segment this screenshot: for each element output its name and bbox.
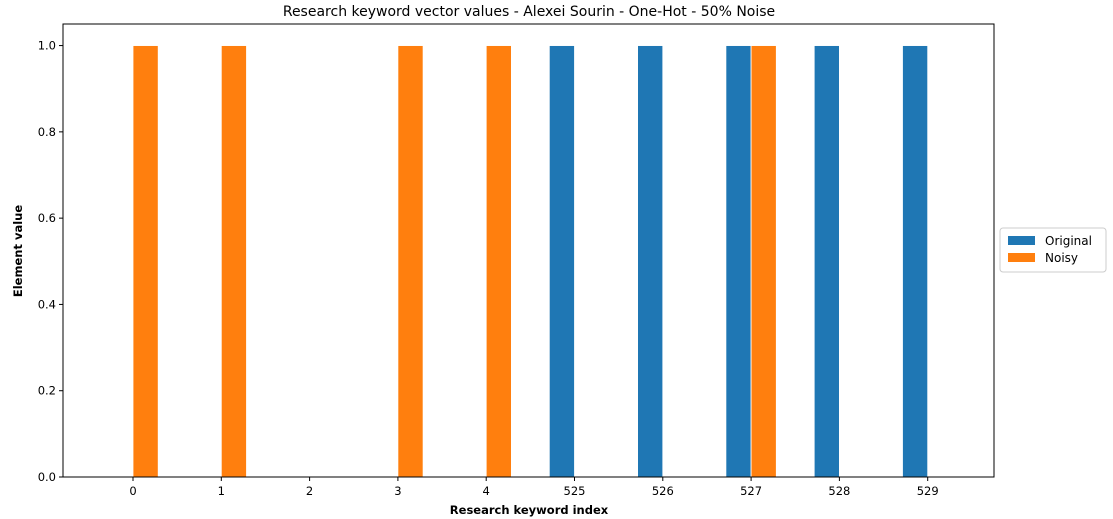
bar-original-525	[548, 45, 575, 478]
bar-noisy-527	[750, 45, 777, 478]
legend: Original Noisy	[999, 227, 1107, 273]
x-tick-label: 1	[218, 484, 225, 498]
x-tick-label: 525	[564, 484, 586, 498]
legend-swatch-noisy	[1008, 253, 1035, 262]
bar-original-526	[637, 45, 664, 478]
bar-original-527	[725, 45, 752, 478]
y-axis-label: Element value	[11, 205, 25, 297]
y-tick-label: 0.2	[38, 384, 56, 398]
y-tick-label: 0.0	[38, 470, 56, 484]
bar-original-529	[902, 45, 929, 478]
bar-noisy-1	[220, 45, 247, 478]
x-axis-label: Research keyword index	[450, 503, 609, 517]
bar-noisy-0	[132, 45, 159, 478]
legend-label-original: Original	[1045, 234, 1092, 248]
plot-background	[63, 24, 994, 477]
bar-noisy-4	[485, 45, 512, 478]
chart-title: Research keyword vector values - Alexei …	[283, 4, 775, 20]
legend-label-noisy: Noisy	[1045, 251, 1078, 265]
x-tick-label: 526	[652, 484, 674, 498]
y-tick-label: 0.8	[38, 125, 56, 139]
y-tick-label: 0.4	[38, 297, 56, 311]
x-tick-label: 3	[394, 484, 401, 498]
y-tick-label: 1.0	[38, 39, 56, 53]
plot-area	[63, 24, 994, 477]
bar-noisy-3	[397, 45, 424, 478]
legend-swatch-original	[1008, 236, 1035, 245]
plot-frame	[62, 23, 995, 478]
axes-group	[62, 23, 995, 478]
x-tick-label: 2	[306, 484, 313, 498]
x-tick-label: 528	[828, 484, 850, 498]
y-tick-label: 0.6	[38, 211, 56, 225]
bars-group	[132, 45, 929, 478]
bar-original-528	[813, 45, 840, 478]
y-axis-ticks: 0.0 0.2 0.4 0.6 0.8 1.0	[38, 39, 63, 484]
x-tick-label: 4	[483, 484, 490, 498]
x-tick-label: 529	[917, 484, 939, 498]
x-tick-label: 527	[740, 484, 762, 498]
x-tick-label: 0	[129, 484, 136, 498]
x-axis-ticks: 0 1 2 3 4 525 526 527 528 529	[129, 477, 939, 498]
